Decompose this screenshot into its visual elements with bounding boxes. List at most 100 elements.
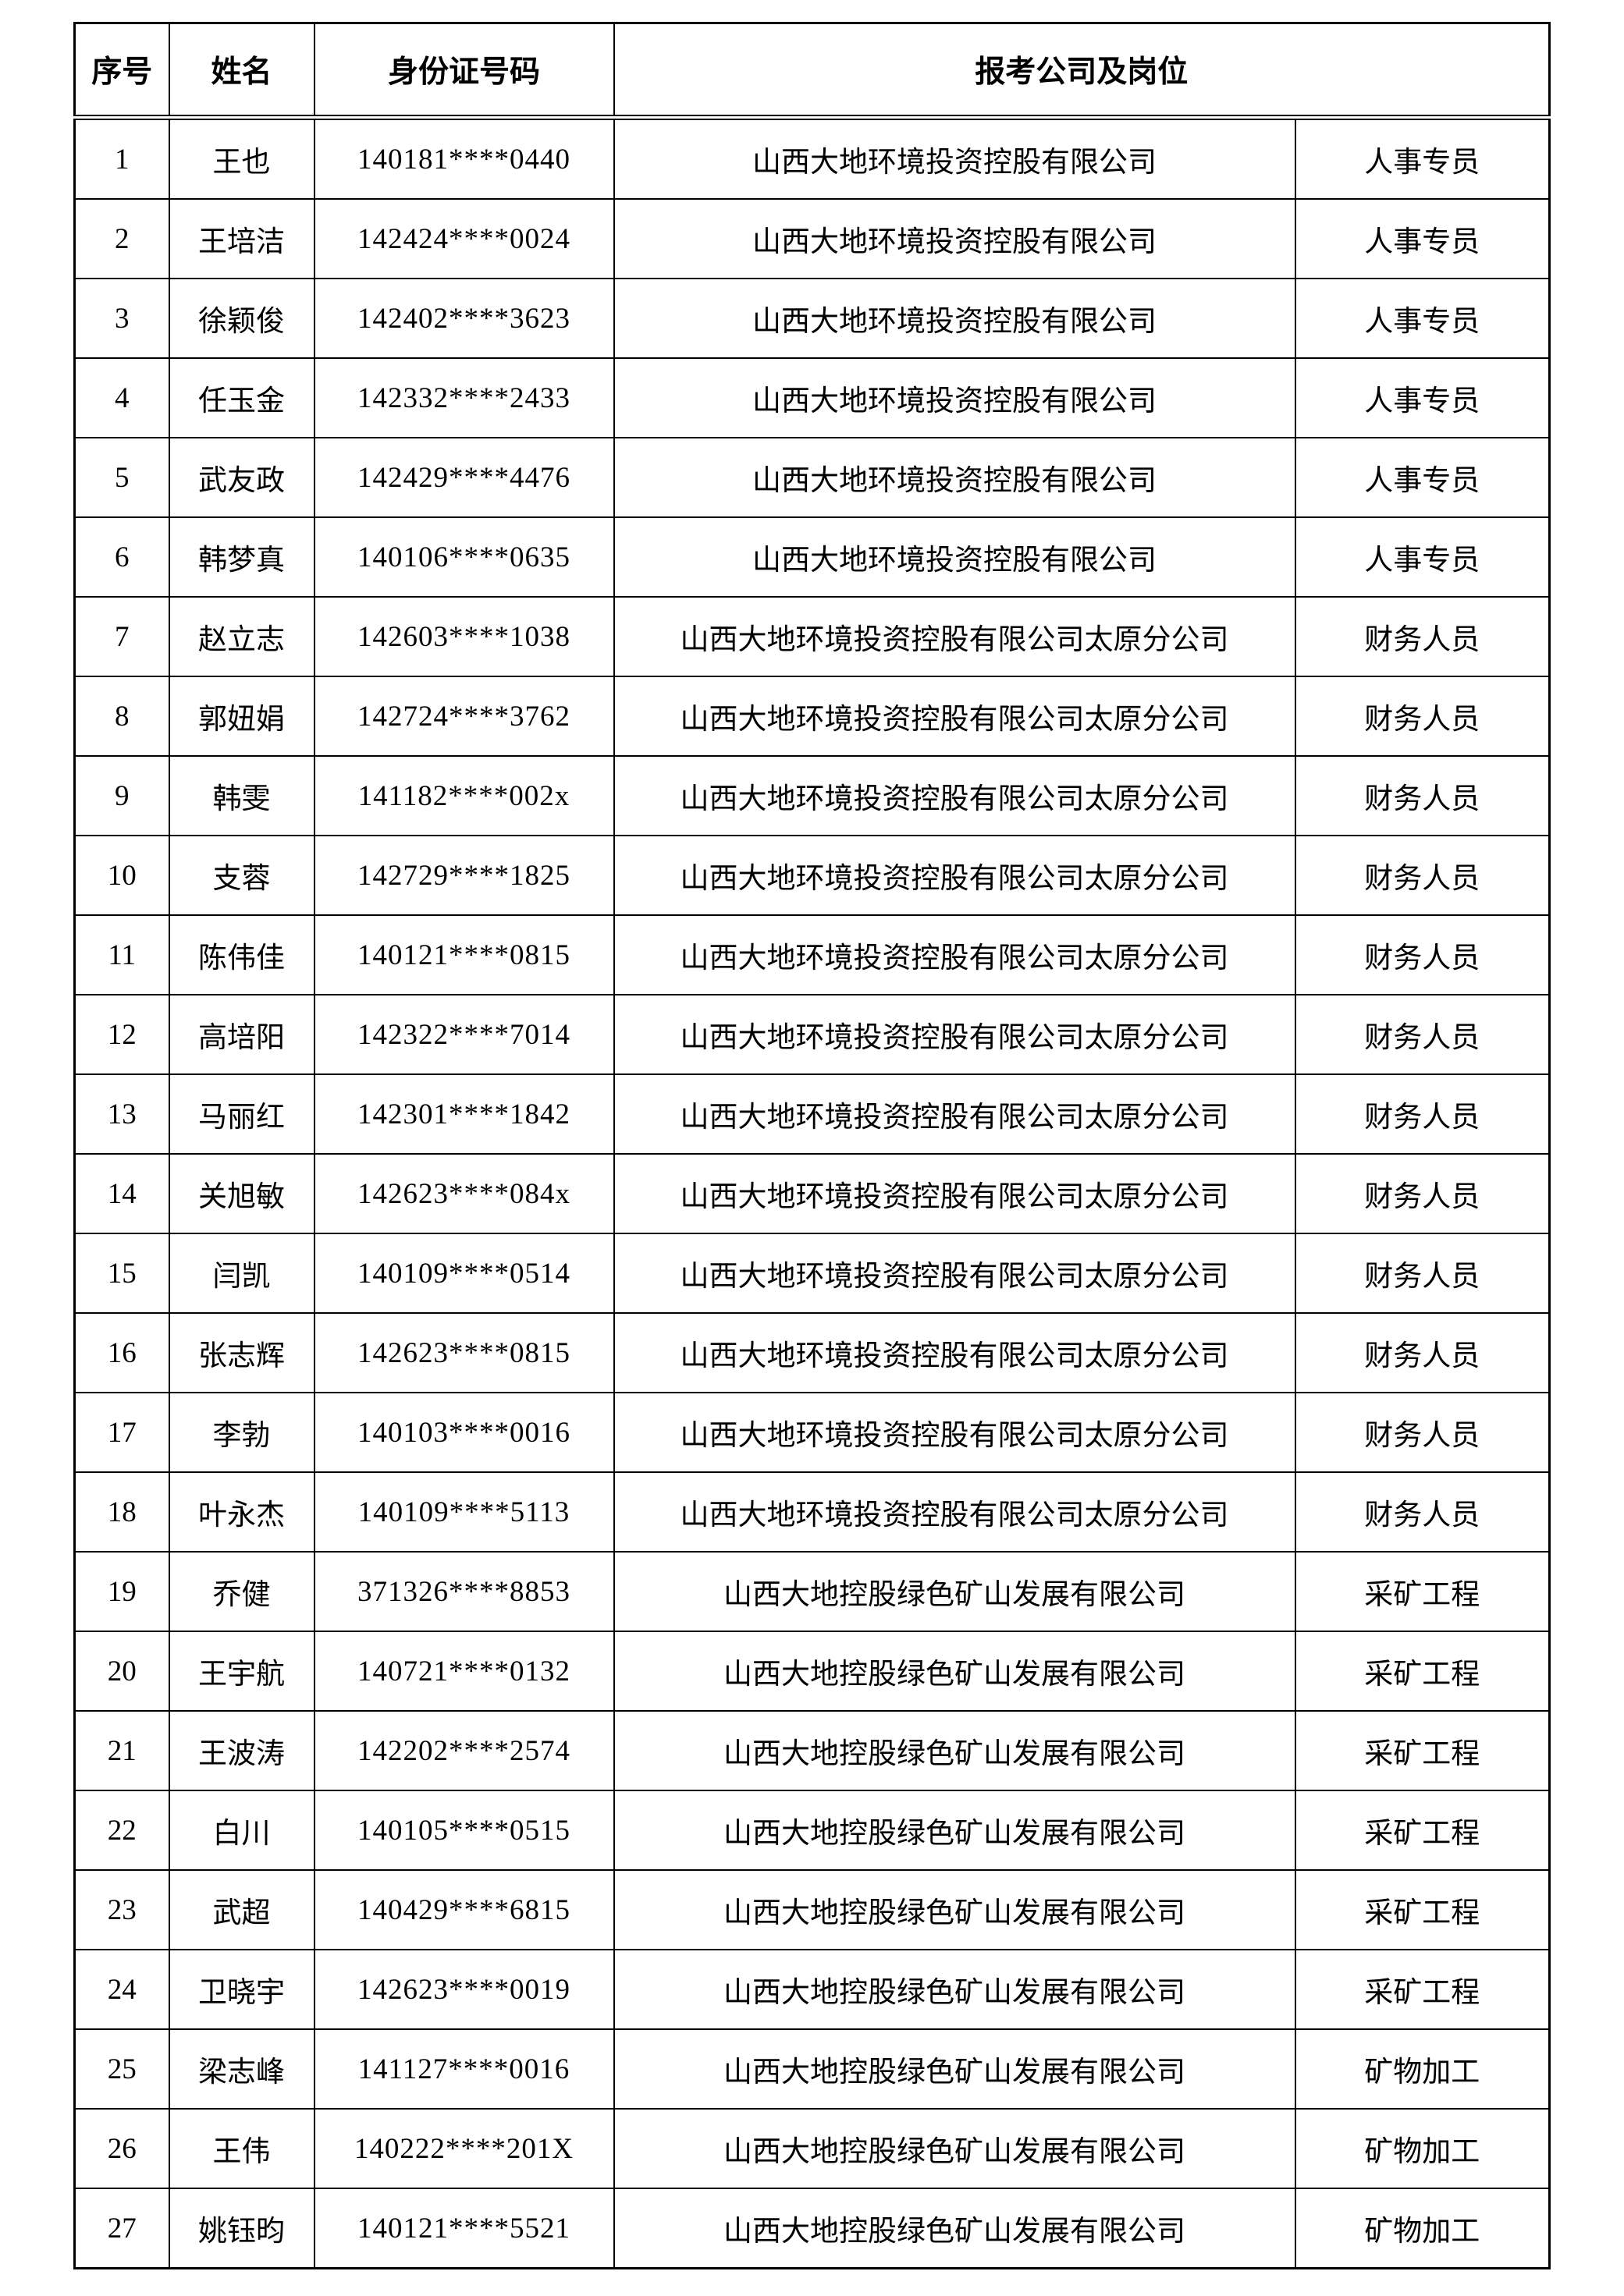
cell-no: 19 xyxy=(73,1551,170,1632)
cell-no: 1 xyxy=(73,116,170,200)
cell-no: 5 xyxy=(73,437,170,518)
table-row: 5 武友政 142429****4476 山西大地环境投资控股有限公司 人事专员 xyxy=(73,437,1551,518)
cell-no: 8 xyxy=(73,676,170,757)
cell-company: 山西大地环境投资控股有限公司 xyxy=(613,278,1296,359)
cell-company: 山西大地环境投资控股有限公司 xyxy=(613,116,1296,200)
cell-no: 16 xyxy=(73,1312,170,1393)
cell-company: 山西大地环境投资控股有限公司太原分公司 xyxy=(613,1312,1296,1393)
cell-position: 财务人员 xyxy=(1294,596,1551,677)
header-row: 序号 姓名 身份证号码 报考公司及岗位 xyxy=(73,22,1551,120)
cell-position: 财务人员 xyxy=(1294,755,1551,836)
cell-id-number: 140181****0440 xyxy=(313,116,615,200)
cell-position: 采矿工程 xyxy=(1294,1551,1551,1632)
cell-position: 财务人员 xyxy=(1294,1233,1551,1314)
cell-position: 财务人员 xyxy=(1294,835,1551,916)
cell-company: 山西大地环境投资控股有限公司太原分公司 xyxy=(613,994,1296,1075)
cell-no: 6 xyxy=(73,516,170,598)
applicants-table: 序号 姓名 身份证号码 报考公司及岗位 1 王也 140181****0440 … xyxy=(73,22,1551,2269)
cell-company: 山西大地控股绿色矿山发展有限公司 xyxy=(613,1790,1296,1871)
cell-no: 12 xyxy=(73,994,170,1075)
cell-name: 陈伟佳 xyxy=(168,914,315,995)
table-row: 27 姚钰昀 140121****5521 山西大地控股绿色矿山发展有限公司 矿… xyxy=(73,2188,1551,2269)
cell-id-number: 142332****2433 xyxy=(313,357,615,438)
cell-no: 14 xyxy=(73,1153,170,1234)
cell-name: 姚钰昀 xyxy=(168,2188,315,2269)
cell-company: 山西大地环境投资控股有限公司 xyxy=(613,357,1296,438)
cell-name: 关旭敏 xyxy=(168,1153,315,1234)
cell-company: 山西大地环境投资控股有限公司 xyxy=(613,198,1296,279)
cell-name: 闫凯 xyxy=(168,1233,315,1314)
table-row: 26 王伟 140222****201X 山西大地控股绿色矿山发展有限公司 矿物… xyxy=(73,2108,1551,2189)
cell-name: 王培洁 xyxy=(168,198,315,279)
table-row: 12 高培阳 142322****7014 山西大地环境投资控股有限公司太原分公… xyxy=(73,994,1551,1075)
cell-name: 韩梦真 xyxy=(168,516,315,598)
table-row: 11 陈伟佳 140121****0815 山西大地环境投资控股有限公司太原分公… xyxy=(73,914,1551,995)
table-row: 18 叶永杰 140109****5113 山西大地环境投资控股有限公司太原分公… xyxy=(73,1471,1551,1553)
table-header: 序号 姓名 身份证号码 报考公司及岗位 xyxy=(73,22,1551,120)
header-no: 序号 xyxy=(73,22,170,120)
cell-position: 财务人员 xyxy=(1294,1392,1551,1473)
table-row: 1 王也 140181****0440 山西大地环境投资控股有限公司 人事专员 xyxy=(73,116,1551,200)
cell-no: 11 xyxy=(73,914,170,995)
table-row: 7 赵立志 142603****1038 山西大地环境投资控股有限公司太原分公司… xyxy=(73,596,1551,677)
cell-position: 采矿工程 xyxy=(1294,1631,1551,1712)
cell-company: 山西大地环境投资控股有限公司太原分公司 xyxy=(613,1471,1296,1553)
cell-position: 财务人员 xyxy=(1294,676,1551,757)
cell-id-number: 371326****8853 xyxy=(313,1551,615,1632)
table-row: 21 王波涛 142202****2574 山西大地控股绿色矿山发展有限公司 采… xyxy=(73,1710,1551,1791)
header-name: 姓名 xyxy=(168,22,315,120)
table-row: 8 郭妞娟 142724****3762 山西大地环境投资控股有限公司太原分公司… xyxy=(73,676,1551,757)
cell-position: 财务人员 xyxy=(1294,1153,1551,1234)
cell-id-number: 141182****002x xyxy=(313,755,615,836)
cell-position: 矿物加工 xyxy=(1294,2108,1551,2189)
cell-id-number: 140721****0132 xyxy=(313,1631,615,1712)
table-row: 15 闫凯 140109****0514 山西大地环境投资控股有限公司太原分公司… xyxy=(73,1233,1551,1314)
cell-position: 人事专员 xyxy=(1294,357,1551,438)
cell-id-number: 142322****7014 xyxy=(313,994,615,1075)
cell-no: 26 xyxy=(73,2108,170,2189)
table-row: 9 韩雯 141182****002x 山西大地环境投资控股有限公司太原分公司 … xyxy=(73,755,1551,836)
cell-name: 马丽红 xyxy=(168,1073,315,1155)
table-row: 17 李勃 140103****0016 山西大地环境投资控股有限公司太原分公司… xyxy=(73,1392,1551,1473)
cell-id-number: 142424****0024 xyxy=(313,198,615,279)
cell-no: 13 xyxy=(73,1073,170,1155)
cell-name: 白川 xyxy=(168,1790,315,1871)
table-row: 20 王宇航 140721****0132 山西大地控股绿色矿山发展有限公司 采… xyxy=(73,1631,1551,1712)
cell-company: 山西大地控股绿色矿山发展有限公司 xyxy=(613,2188,1296,2269)
cell-id-number: 140429****6815 xyxy=(313,1869,615,1950)
cell-company: 山西大地环境投资控股有限公司太原分公司 xyxy=(613,676,1296,757)
cell-name: 王波涛 xyxy=(168,1710,315,1791)
cell-id-number: 140121****0815 xyxy=(313,914,615,995)
cell-no: 25 xyxy=(73,2028,170,2110)
cell-name: 梁志峰 xyxy=(168,2028,315,2110)
cell-id-number: 140109****5113 xyxy=(313,1471,615,1553)
cell-id-number: 142202****2574 xyxy=(313,1710,615,1791)
cell-company: 山西大地控股绿色矿山发展有限公司 xyxy=(613,1551,1296,1632)
cell-id-number: 140103****0016 xyxy=(313,1392,615,1473)
cell-id-number: 140121****5521 xyxy=(313,2188,615,2269)
cell-no: 21 xyxy=(73,1710,170,1791)
cell-position: 财务人员 xyxy=(1294,1312,1551,1393)
cell-no: 17 xyxy=(73,1392,170,1473)
cell-company: 山西大地环境投资控股有限公司 xyxy=(613,516,1296,598)
cell-position: 采矿工程 xyxy=(1294,1710,1551,1791)
cell-position: 采矿工程 xyxy=(1294,1869,1551,1950)
cell-id-number: 140109****0514 xyxy=(313,1233,615,1314)
cell-name: 王也 xyxy=(168,116,315,200)
cell-name: 赵立志 xyxy=(168,596,315,677)
cell-name: 李勃 xyxy=(168,1392,315,1473)
table-row: 13 马丽红 142301****1842 山西大地环境投资控股有限公司太原分公… xyxy=(73,1073,1551,1155)
cell-no: 3 xyxy=(73,278,170,359)
cell-id-number: 142603****1038 xyxy=(313,596,615,677)
cell-company: 山西大地控股绿色矿山发展有限公司 xyxy=(613,2108,1296,2189)
header-company-position: 报考公司及岗位 xyxy=(613,22,1551,120)
cell-company: 山西大地控股绿色矿山发展有限公司 xyxy=(613,1949,1296,2030)
cell-position: 财务人员 xyxy=(1294,994,1551,1075)
cell-id-number: 142623****0019 xyxy=(313,1949,615,2030)
table-row: 16 张志辉 142623****0815 山西大地环境投资控股有限公司太原分公… xyxy=(73,1312,1551,1393)
cell-company: 山西大地环境投资控股有限公司太原分公司 xyxy=(613,835,1296,916)
table-row: 22 白川 140105****0515 山西大地控股绿色矿山发展有限公司 采矿… xyxy=(73,1790,1551,1871)
cell-company: 山西大地环境投资控股有限公司 xyxy=(613,437,1296,518)
cell-no: 9 xyxy=(73,755,170,836)
cell-no: 18 xyxy=(73,1471,170,1553)
